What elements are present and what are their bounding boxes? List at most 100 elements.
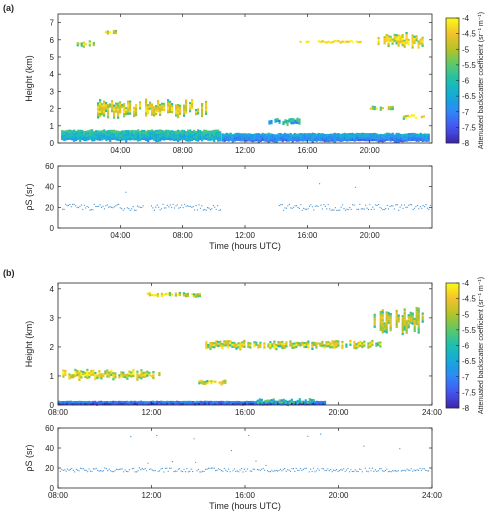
heatmap-cell	[274, 402, 277, 405]
heatmap-cell	[397, 42, 400, 45]
heatmap-cell	[237, 134, 240, 137]
heatmap-cell	[146, 401, 149, 404]
colorbar-swatch	[446, 101, 459, 104]
heatmap-cell	[135, 113, 138, 117]
heatmap-cell	[65, 138, 68, 141]
scatter-point	[395, 204, 397, 206]
heatmap-cell	[301, 139, 304, 142]
heatmap-cell	[283, 342, 286, 346]
heatmap-cell	[106, 371, 109, 374]
heatmap-cell	[285, 133, 288, 136]
colorbar-swatch	[446, 99, 459, 102]
heatmap-cell	[143, 130, 146, 133]
scatter-point	[79, 467, 82, 469]
heatmap-cell	[89, 131, 92, 134]
heatmap-cell	[297, 341, 300, 345]
heatmap-cell	[405, 327, 408, 330]
heatmap-cell	[409, 139, 412, 142]
heatmap-cell	[407, 322, 410, 325]
scatter-point	[93, 203, 95, 205]
heatmap-cell	[217, 135, 220, 138]
heatmap-cell	[347, 133, 350, 136]
heatmap-cell	[301, 137, 304, 140]
heatmap-cell	[215, 342, 218, 345]
scatter-point	[109, 206, 111, 208]
heatmap-cell	[71, 132, 74, 135]
scatter-point	[67, 204, 69, 206]
colorbar-swatch	[446, 55, 459, 58]
scatter-point	[195, 461, 197, 463]
heatmap-cell	[169, 132, 172, 135]
heatmap-cell	[246, 400, 249, 403]
heatmap-cell	[379, 322, 382, 325]
heatmap-cell	[84, 403, 87, 406]
colorbar-swatch	[446, 291, 459, 294]
heatmap-cell	[355, 134, 358, 137]
scatter-point	[409, 469, 411, 472]
heatmap-cell	[153, 138, 156, 141]
heatmap-cell	[275, 344, 278, 347]
colorbar-swatch	[446, 32, 459, 35]
heatmap-cell	[329, 137, 332, 140]
heatmap-cell	[194, 401, 197, 404]
scatter-point	[288, 469, 290, 471]
heatmap-cell	[321, 137, 324, 140]
heatmap-cell	[345, 133, 348, 136]
heatmap-cell	[290, 122, 293, 125]
heatmap-cell	[183, 130, 186, 133]
scatter-point	[92, 209, 94, 211]
heatmap-cell	[154, 294, 157, 297]
heatmap-cell	[353, 135, 356, 138]
heatmap-cell	[159, 139, 162, 142]
heatmap-cell	[279, 139, 282, 142]
heatmap-cell	[191, 138, 194, 141]
heatmap-cell	[210, 402, 213, 405]
heatmap-cell	[260, 400, 263, 403]
heatmap-cell	[83, 138, 86, 141]
heatmap-cell	[221, 137, 224, 140]
heatmap-cell	[339, 137, 342, 140]
heatmap-cell	[207, 130, 210, 133]
heatmap-cell	[321, 340, 324, 344]
heatmap-cell	[121, 134, 124, 137]
heatmap-cell	[403, 322, 406, 325]
heatmap-cell	[197, 135, 200, 138]
heatmap-cell	[190, 402, 193, 406]
heatmap-cell	[292, 118, 295, 121]
scatter-point	[73, 203, 75, 205]
heatmap-cell	[367, 344, 370, 347]
heatmap-cell	[189, 110, 192, 113]
heatmap-cell	[90, 373, 93, 376]
scatter-point	[215, 208, 217, 210]
heatmap-cell	[293, 135, 296, 138]
heatmap-cell	[154, 403, 157, 406]
heatmap-cell	[166, 292, 169, 295]
heatmap-cell	[151, 109, 154, 112]
heatmap-cell	[137, 129, 140, 132]
heatmap-cell	[76, 374, 79, 377]
heatmap-cell	[125, 140, 128, 143]
heatmap-cell	[115, 134, 118, 137]
colorbar-tick-label: -7.5	[462, 123, 476, 132]
heatmap-cell	[395, 315, 398, 318]
y-tick-label: 20	[45, 464, 54, 473]
scatter-point	[301, 469, 303, 471]
heatmap-cell	[385, 329, 388, 332]
heatmap-cell	[116, 403, 119, 406]
heatmap-cell	[139, 105, 142, 108]
heatmap-cell	[369, 343, 372, 346]
scatter-point	[105, 468, 107, 470]
heatmap-cell	[415, 139, 418, 142]
scatter-point	[382, 209, 384, 211]
scatter-point	[184, 203, 186, 205]
heatmap-cell	[81, 137, 84, 141]
heatmap-cell	[263, 342, 266, 345]
heatmap-cell	[125, 107, 128, 110]
heatmap-cell	[393, 138, 396, 141]
heatmap-cell	[165, 137, 168, 140]
heatmap-cell	[71, 138, 74, 141]
colorbar-swatch	[446, 283, 459, 286]
heatmap-cell	[228, 403, 231, 406]
heatmap-cell	[129, 112, 132, 115]
heatmap-cell	[75, 132, 78, 135]
